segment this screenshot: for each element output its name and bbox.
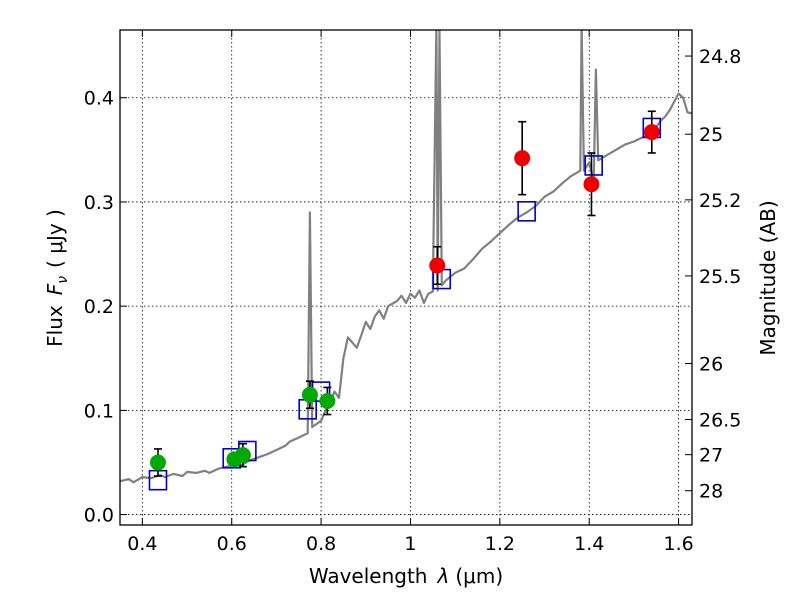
photometry-point (234, 442, 251, 468)
photometry-circle (301, 386, 318, 403)
y-tick-label: 0.0 (84, 505, 114, 527)
ticks: 0.4 0.6 0.8 1 1.2 1.4 1.6 0.0 0.1 0.2 0.3 0.4 24.8 25… (84, 30, 741, 555)
photometry-point (583, 152, 600, 217)
y-tick-label: 0.3 (84, 192, 114, 214)
photometry-point (514, 120, 531, 196)
photometry-circle (643, 124, 660, 141)
photometry-circle (429, 257, 446, 274)
x-axis-label: Wavelength λ (μm) (309, 564, 503, 588)
y-axis-label-unit: ( μJy ) (43, 209, 67, 268)
data-markers (148, 110, 662, 491)
mag-tick-label: 25.5 (699, 266, 741, 288)
x-tick-label: 0.6 (217, 533, 247, 555)
y-tick-label: 0.4 (84, 88, 114, 110)
grid (120, 30, 692, 525)
y-axis-label-sub: ν (55, 276, 71, 284)
x-tick-label: 1.2 (485, 533, 515, 555)
x-axis-label-var: λ (437, 564, 450, 588)
axes-box (119, 29, 693, 526)
photometry-point (429, 245, 446, 286)
mag-tick-label: 24.8 (699, 46, 741, 68)
model-spectrum (120, 30, 692, 484)
mag-tick-label: 26 (699, 353, 723, 375)
y-axis-label: Flux Fν ( μJy ) (43, 209, 71, 347)
y-tick-label: 0.1 (84, 400, 114, 422)
x-tick-label: 1.6 (663, 533, 693, 555)
photometry-circle (149, 454, 166, 471)
model-photometry-square (584, 155, 603, 176)
photometry-circle (583, 176, 600, 193)
photometry-circle (514, 150, 531, 167)
x-tick-label: 1.4 (574, 533, 604, 555)
photometry-point (319, 386, 336, 416)
model-spectrum-line (120, 30, 692, 484)
mag-tick-label: 26.5 (699, 410, 741, 432)
y-axis-label-var: F (43, 283, 67, 295)
mag-tick-label: 28 (699, 481, 723, 503)
model-photometry-square (517, 201, 536, 222)
y-tick-label: 0.2 (84, 296, 114, 318)
x-axis-label-prefix: Wavelength (309, 564, 428, 588)
mag-tick-label: 25 (699, 124, 723, 146)
photometry-point (301, 380, 318, 410)
y-axis-label-prefix: Flux (43, 305, 67, 347)
photometry-circle (234, 447, 251, 464)
photometry-point (149, 448, 166, 477)
x-tick-label: 0.4 (127, 533, 157, 555)
y2-axis-label: Magnitude (AB) (756, 200, 780, 355)
photometry-circle (319, 392, 336, 409)
plot-frame (119, 29, 693, 526)
x-tick-label: 1 (404, 533, 416, 555)
x-axis-label-unit: (μm) (455, 564, 503, 588)
mag-tick-label: 25.2 (699, 190, 741, 212)
mag-tick-label: 27 (699, 445, 723, 467)
x-tick-label: 0.8 (306, 533, 336, 555)
photometry-point (643, 110, 660, 154)
